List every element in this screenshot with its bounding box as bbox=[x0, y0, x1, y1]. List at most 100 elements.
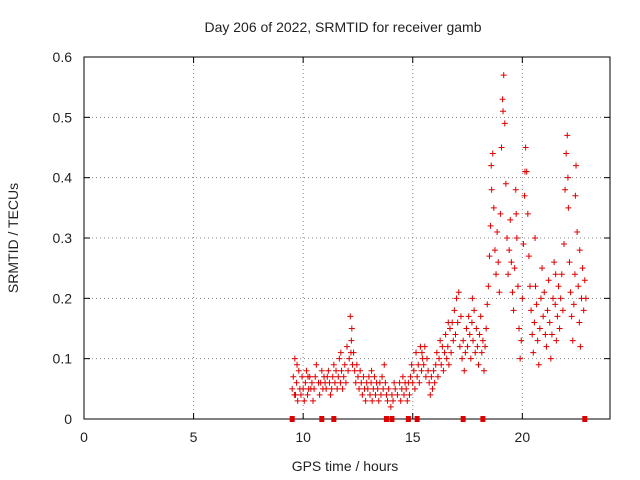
data-point bbox=[426, 379, 433, 386]
data-point bbox=[577, 343, 584, 350]
data-point bbox=[291, 355, 298, 362]
x-tick-label: 0 bbox=[80, 429, 88, 445]
data-point bbox=[525, 253, 532, 260]
data-point bbox=[451, 307, 458, 314]
data-point bbox=[399, 373, 406, 380]
data-point bbox=[566, 259, 573, 266]
data-point bbox=[470, 337, 477, 344]
data-point bbox=[471, 307, 478, 314]
data-point bbox=[413, 349, 420, 356]
gap-marker bbox=[289, 416, 295, 422]
gap-marker bbox=[414, 416, 420, 422]
data-point bbox=[341, 361, 348, 368]
data-point bbox=[392, 385, 399, 392]
data-point bbox=[559, 307, 566, 314]
data-point bbox=[475, 361, 482, 368]
data-point bbox=[326, 379, 333, 386]
data-point bbox=[520, 241, 527, 248]
x-axis: 0 5 10 15 20 bbox=[80, 57, 530, 445]
data-point bbox=[519, 295, 526, 302]
data-point bbox=[418, 349, 425, 356]
data-point bbox=[387, 403, 394, 410]
data-point bbox=[310, 397, 317, 404]
data-point bbox=[439, 343, 446, 350]
data-point bbox=[364, 385, 371, 392]
data-point bbox=[551, 259, 558, 266]
data-point bbox=[472, 349, 479, 356]
data-point bbox=[335, 373, 342, 380]
data-point bbox=[445, 319, 452, 326]
data-point bbox=[493, 271, 500, 278]
data-point bbox=[473, 325, 480, 332]
data-point bbox=[550, 295, 557, 302]
data-point bbox=[552, 271, 559, 278]
data-point bbox=[383, 391, 390, 398]
data-point bbox=[463, 325, 470, 332]
data-point bbox=[517, 355, 524, 362]
x-tick-label: 5 bbox=[190, 429, 198, 445]
data-point bbox=[564, 132, 571, 139]
gap-marker bbox=[331, 416, 337, 422]
data-point bbox=[562, 186, 569, 193]
data-point bbox=[348, 337, 355, 344]
data-point bbox=[302, 379, 309, 386]
data-point bbox=[352, 379, 359, 386]
gap-marker bbox=[460, 416, 466, 422]
data-point bbox=[329, 373, 336, 380]
data-point bbox=[567, 289, 574, 296]
data-point bbox=[432, 361, 439, 368]
data-point bbox=[554, 313, 561, 320]
data-point bbox=[553, 337, 560, 344]
data-point bbox=[427, 391, 434, 398]
data-point bbox=[552, 301, 559, 308]
data-point bbox=[557, 295, 564, 302]
data-point bbox=[367, 391, 374, 398]
data-point bbox=[461, 367, 468, 374]
data-point bbox=[539, 265, 546, 272]
data-point bbox=[485, 283, 492, 290]
data-point bbox=[569, 337, 576, 344]
data-point bbox=[441, 349, 448, 356]
data-point bbox=[331, 379, 338, 386]
data-point bbox=[532, 235, 539, 241]
x-axis-label: GPS time / hours bbox=[292, 458, 399, 474]
data-point bbox=[406, 391, 413, 398]
data-point bbox=[506, 247, 513, 254]
data-point bbox=[425, 367, 432, 374]
data-point bbox=[375, 397, 382, 404]
data-point bbox=[371, 373, 378, 380]
data-point bbox=[301, 397, 308, 404]
gap-marker bbox=[582, 416, 588, 422]
data-point bbox=[484, 301, 491, 308]
data-point bbox=[497, 210, 504, 217]
data-point bbox=[295, 367, 302, 374]
data-point bbox=[394, 391, 401, 398]
data-point bbox=[316, 391, 323, 398]
data-point bbox=[312, 373, 319, 380]
data-point bbox=[334, 385, 341, 392]
data-point bbox=[495, 259, 502, 266]
data-point bbox=[325, 367, 332, 374]
x-tick-label: 10 bbox=[295, 429, 311, 445]
data-point bbox=[464, 343, 471, 350]
data-point bbox=[455, 289, 462, 296]
data-point bbox=[338, 367, 345, 374]
y-tick-label: 0 bbox=[64, 411, 72, 427]
data-point bbox=[431, 379, 438, 386]
data-point bbox=[358, 379, 365, 386]
data-point bbox=[354, 373, 361, 380]
data-point bbox=[565, 204, 572, 211]
data-point bbox=[454, 319, 461, 326]
data-point bbox=[397, 397, 404, 404]
data-point bbox=[536, 325, 543, 332]
data-point bbox=[486, 253, 493, 260]
x-tick-label: 20 bbox=[515, 429, 531, 445]
gap-marker bbox=[319, 416, 325, 422]
data-point bbox=[292, 391, 299, 398]
data-point bbox=[575, 283, 582, 290]
data-point bbox=[368, 367, 375, 374]
data-point bbox=[443, 355, 450, 362]
data-point bbox=[388, 391, 395, 398]
data-point bbox=[381, 361, 388, 368]
